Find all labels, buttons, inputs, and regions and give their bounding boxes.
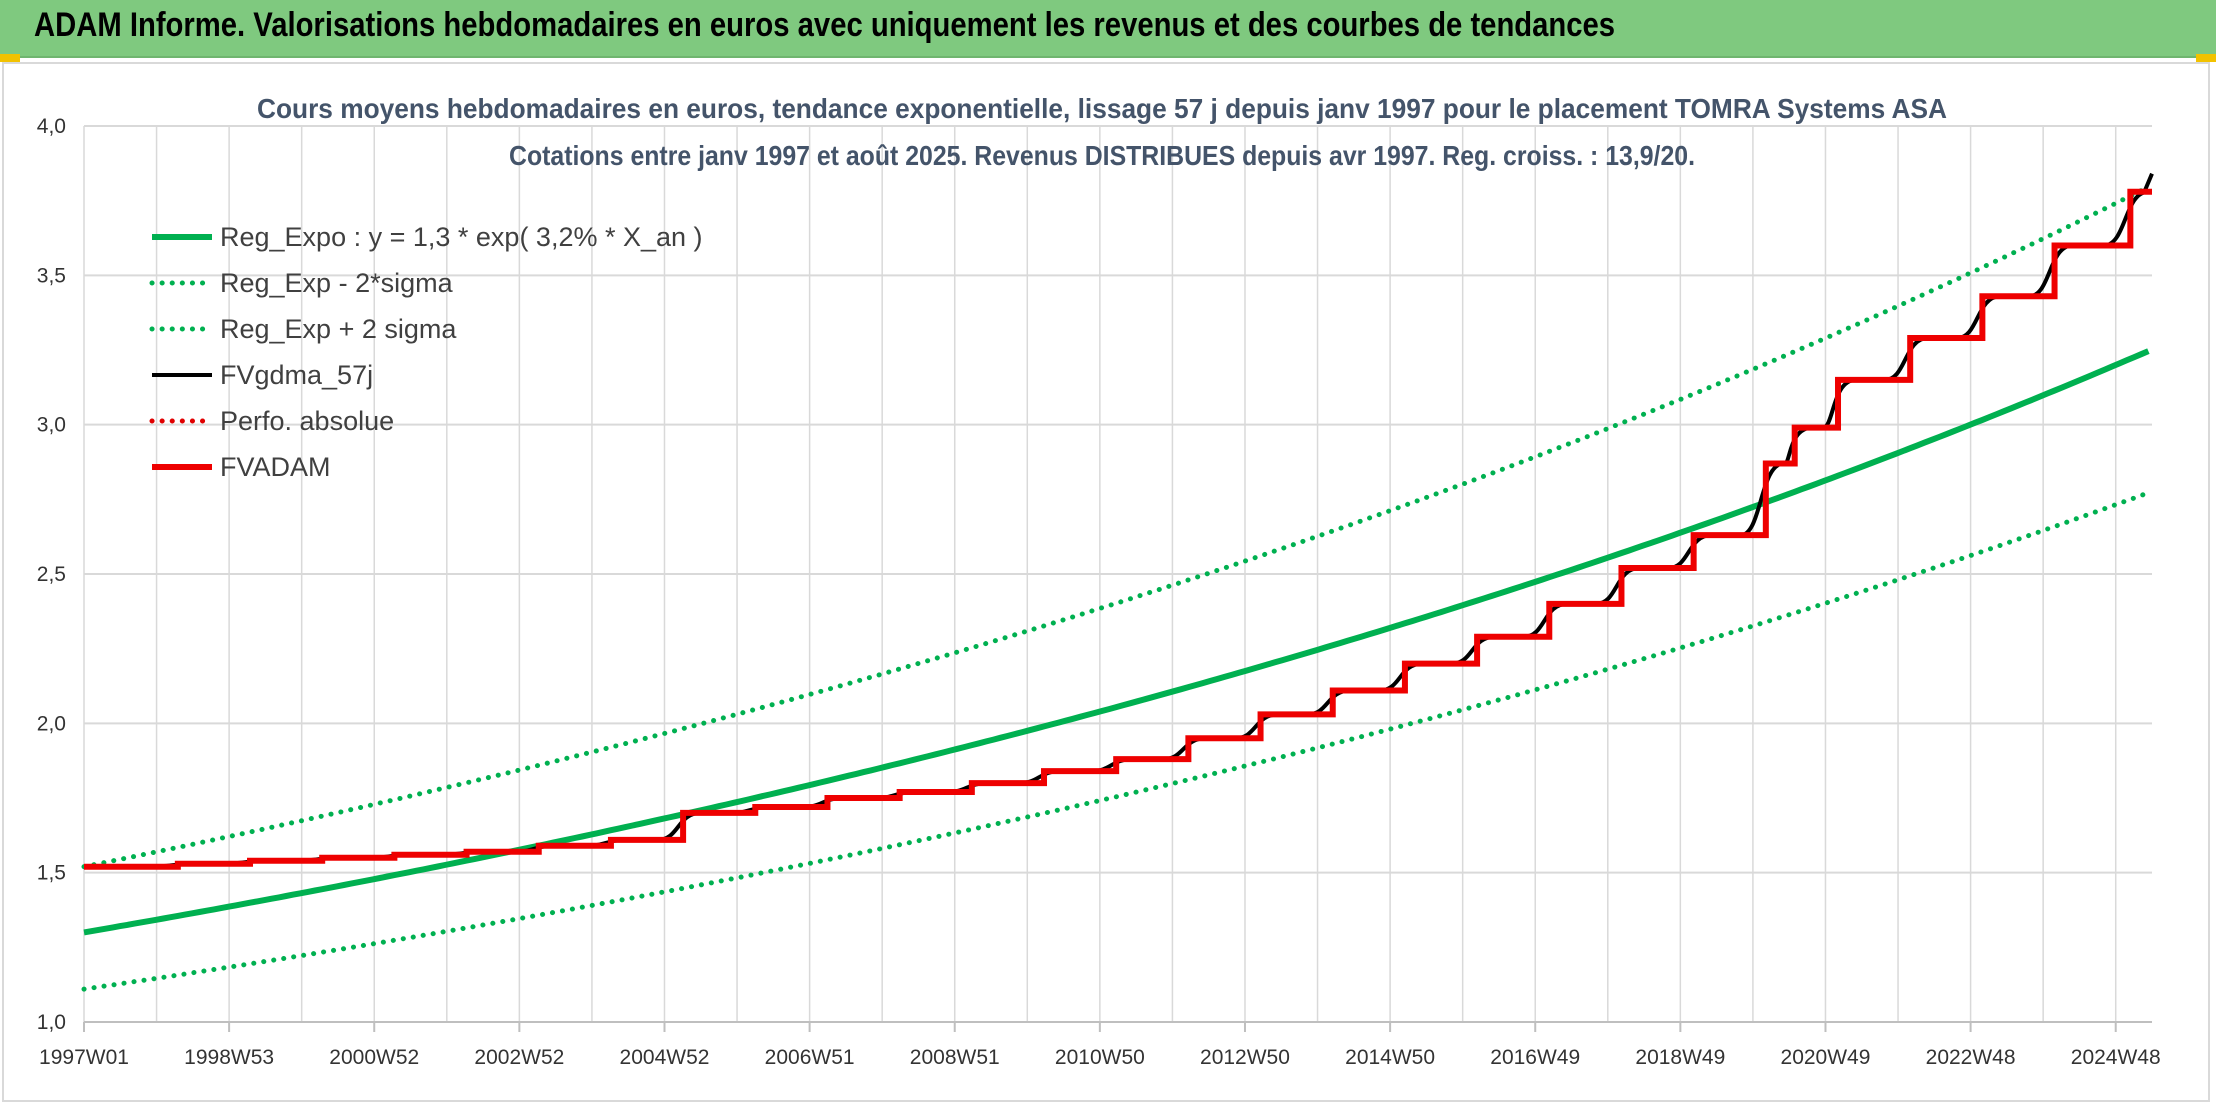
series-line-reg-expo (83, 348, 2150, 936)
series-line-reg-plus-2sigma (81, 184, 2151, 870)
x-tick-label: 2002W52 (474, 1046, 564, 1069)
x-tick-label: 2024W48 (2071, 1046, 2161, 1069)
y-tick-label: 4,0 (37, 115, 66, 138)
y-tick-label: 2,5 (37, 563, 66, 586)
x-tick-label: 2000W52 (329, 1046, 419, 1069)
legend-label: Reg_Expo : y = 1,3 * exp( 3,2% * X_an ) (220, 222, 703, 252)
y-tick-label: 3,0 (37, 414, 66, 437)
x-tick-label: 2022W48 (1926, 1046, 2016, 1069)
y-tick-label: 2,0 (37, 712, 66, 735)
y-tick-label: 1,0 (37, 1011, 66, 1034)
corner-marker-right (2196, 54, 2216, 62)
x-tick-label: 1997W01 (39, 1046, 129, 1069)
x-axis: 1997W01 1998W53 2000W52 2002W52 2004W52 2006W… (39, 1022, 2161, 1069)
header-bar: ADAM Informe. Valorisations hebdomadaire… (0, 0, 2216, 58)
series-line-reg-minus-2sigma (81, 490, 2151, 992)
x-tick-label: 2010W50 (1055, 1046, 1145, 1069)
x-tick-label: 2012W50 (1200, 1046, 1290, 1069)
x-tick-label: 2014W50 (1345, 1046, 1435, 1069)
y-axis: 1,0 1,5 2,0 2,5 3,0 3,5 4,0 (37, 115, 66, 1034)
corner-marker-left (0, 54, 20, 62)
legend-label: FVgdma_57j (220, 360, 373, 390)
legend-label: FVADAM (220, 452, 331, 482)
x-tick-label: 2018W49 (1635, 1046, 1725, 1069)
chart-title-line2: Cotations entre janv 1997 et août 2025. … (509, 140, 1695, 171)
chart-frame (2, 62, 2210, 1102)
series-line-fvadam (84, 188, 2152, 870)
x-tick-label: 2016W49 (1490, 1046, 1580, 1069)
x-tick-label: 2006W51 (765, 1046, 855, 1069)
grid-layer (83, 125, 2152, 1023)
x-tick-label: 1998W53 (184, 1046, 274, 1069)
x-tick-label: 2008W51 (910, 1046, 1000, 1069)
x-tick-label: 2004W52 (620, 1046, 710, 1069)
legend-label: Perfo. absolue (220, 406, 394, 436)
chart-title-line1: Cours moyens hebdomadaires en euros, ten… (257, 93, 1947, 124)
legend-label: Reg_Exp + 2 sigma (220, 314, 457, 344)
y-tick-label: 1,5 (37, 862, 66, 885)
legend: Reg_Expo : y = 1,3 * exp( 3,2% * X_an ) R… (149, 222, 703, 482)
series-layer (81, 172, 2154, 992)
header-title: ADAM Informe. Valorisations hebdomadaire… (34, 6, 1616, 44)
x-tick-label: 2020W49 (1781, 1046, 1871, 1069)
y-tick-label: 3,5 (37, 264, 66, 287)
legend-label: Reg_Exp - 2*sigma (220, 268, 454, 298)
